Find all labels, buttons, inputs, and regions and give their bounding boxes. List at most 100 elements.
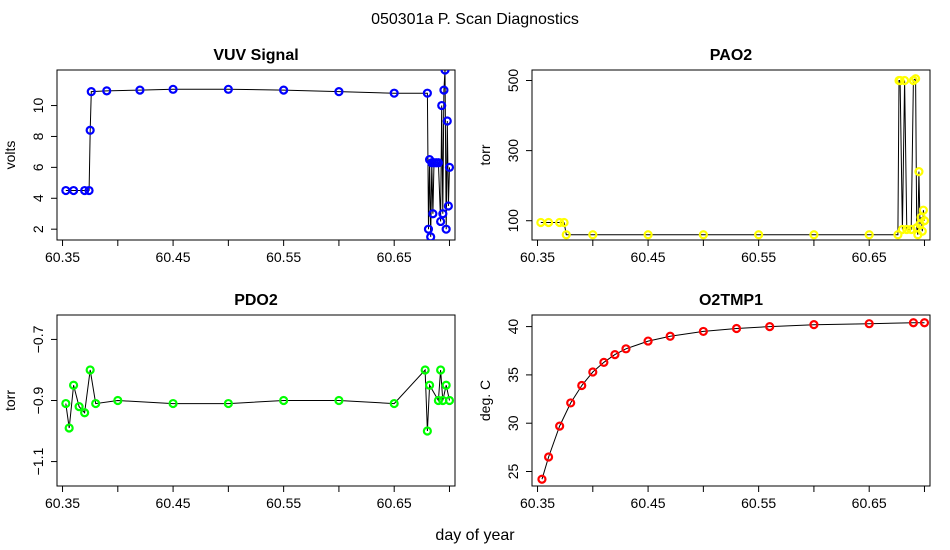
vuv-signal-data-point bbox=[102, 86, 112, 96]
pdo2-data-point bbox=[389, 398, 399, 409]
o2tmp1-data-point bbox=[919, 318, 930, 328]
pao2-series-line bbox=[540, 77, 925, 236]
pao2-data-point bbox=[555, 217, 565, 228]
o2tmp1-data-point bbox=[610, 350, 620, 360]
pdo2-xtick-label: 60.45 bbox=[156, 495, 191, 511]
vuv-signal-xtick-label: 60.65 bbox=[377, 249, 412, 265]
vuv-signal-data-point bbox=[426, 232, 436, 240]
o2tmp1-data-point bbox=[765, 321, 775, 332]
pao2-title: PAO2 bbox=[710, 47, 752, 64]
o2tmp1-xtick-label: 60.45 bbox=[631, 495, 666, 511]
pdo2-data-point bbox=[424, 380, 435, 390]
vuv-signal-data-point bbox=[223, 84, 233, 94]
vuv-signal-xtick-label: 60.45 bbox=[156, 249, 191, 265]
vuv-signal-data-point bbox=[433, 158, 444, 168]
pdo2-data-point bbox=[61, 398, 71, 409]
pdo2-data-point bbox=[441, 380, 451, 390]
vuv-signal-data-point bbox=[135, 85, 145, 95]
o2tmp1-data-point bbox=[621, 344, 631, 354]
pdo2-data-point bbox=[436, 365, 446, 375]
o2tmp1-ytick-label: 35 bbox=[505, 367, 521, 383]
panel-vuv-signal: VUV Signal volts 60.35 60.45 60.55 60.65 2 4 6 8 1… bbox=[2, 47, 456, 265]
pao2-data-point bbox=[918, 205, 928, 215]
vuv-signal-data-point bbox=[423, 224, 434, 234]
vuv-signal-data-point bbox=[85, 125, 95, 135]
pdo2-data-point bbox=[85, 365, 95, 375]
vuv-signal-data-point bbox=[389, 88, 399, 98]
pdo2-data-point bbox=[422, 426, 432, 436]
pao2-data-point bbox=[917, 226, 927, 236]
vuv-signal-data-point bbox=[334, 87, 344, 97]
vuv-signal-data-point bbox=[80, 185, 90, 196]
vuv-signal-data-point bbox=[168, 84, 178, 94]
o2tmp1-data-point bbox=[599, 357, 609, 367]
figure-xlabel: day of year bbox=[435, 527, 515, 544]
vuv-signal-ylabel: volts bbox=[2, 141, 18, 170]
pao2-data-point bbox=[895, 75, 905, 86]
pao2-series bbox=[536, 74, 930, 240]
panel-pdo2: PDO2 torr 60.35 60.45 60.55 60.65 −1.1 −0.9 −0.7 bbox=[2, 292, 456, 511]
pao2-data-point bbox=[543, 217, 554, 228]
vuv-signal-data-point bbox=[443, 201, 453, 211]
o2tmp1-ytick-label: 40 bbox=[505, 319, 521, 335]
pao2-plot-frame bbox=[531, 69, 931, 241]
vuv-signal-data-point bbox=[86, 87, 96, 97]
vuv-signal-data-point bbox=[441, 224, 451, 234]
vuv-signal-data-point bbox=[442, 116, 452, 126]
vuv-signal-xtick-label: 60.35 bbox=[45, 249, 80, 265]
pao2-ytick-label: 300 bbox=[505, 139, 521, 163]
vuv-signal-series bbox=[61, 70, 455, 240]
pao2-data-point bbox=[897, 224, 907, 235]
pdo2-data-point bbox=[420, 365, 430, 375]
pao2-xtick-label: 60.55 bbox=[741, 249, 776, 265]
pdo2-xtick-label: 60.35 bbox=[45, 495, 80, 511]
o2tmp1-title: O2TMP1 bbox=[699, 292, 763, 309]
vuv-signal-ytick-label: 8 bbox=[30, 132, 46, 140]
pdo2-data-point bbox=[168, 398, 178, 409]
vuv-signal-xtick-label: 60.55 bbox=[266, 249, 301, 265]
vuv-signal-data-point bbox=[437, 100, 447, 111]
o2tmp1-data-point bbox=[698, 326, 708, 337]
pao2-data-point bbox=[588, 230, 598, 240]
o2tmp1-data-point bbox=[577, 380, 587, 391]
pdo2-xtick-label: 60.55 bbox=[266, 495, 301, 511]
o2tmp1-data-point bbox=[908, 318, 919, 328]
pao2-data-point bbox=[643, 230, 653, 240]
pdo2-data-point bbox=[91, 398, 101, 409]
vuv-signal-data-point bbox=[428, 209, 438, 219]
pdo2-data-point bbox=[223, 398, 233, 409]
pao2-data-point bbox=[561, 230, 571, 240]
vuv-signal-ytick-label: 2 bbox=[30, 225, 46, 233]
o2tmp1-data-point bbox=[543, 452, 554, 462]
pao2-xtick-label: 60.35 bbox=[520, 249, 555, 265]
pao2-xtick-label: 60.65 bbox=[852, 249, 887, 265]
vuv-signal-ytick-label: 4 bbox=[30, 194, 46, 202]
vuv-signal-data-point bbox=[440, 70, 450, 75]
pao2-data-point bbox=[864, 230, 874, 240]
vuv-signal-ytick-label: 10 bbox=[30, 98, 46, 114]
o2tmp1-xtick-label: 60.55 bbox=[741, 495, 776, 511]
pao2-ytick-label: 100 bbox=[505, 209, 521, 233]
pao2-ytick-label: 500 bbox=[505, 69, 521, 93]
pdo2-data-point bbox=[334, 395, 344, 406]
o2tmp1-series-line bbox=[541, 322, 925, 480]
o2tmp1-data-point bbox=[537, 474, 547, 484]
pdo2-ytick-label: −0.7 bbox=[30, 325, 46, 353]
pdo2-data-point bbox=[68, 380, 79, 390]
pdo2-xtick-label: 60.65 bbox=[377, 495, 412, 511]
pdo2-data-point bbox=[80, 408, 90, 418]
vuv-signal-plot-frame bbox=[56, 69, 456, 241]
o2tmp1-xtick-label: 60.65 bbox=[852, 495, 887, 511]
o2tmp1-data-point bbox=[566, 398, 576, 408]
pao2-data-point bbox=[919, 216, 930, 226]
o2tmp1-ylabel: deg. C bbox=[477, 380, 493, 421]
vuv-signal-data-point bbox=[436, 216, 446, 227]
pdo2-data-point bbox=[64, 423, 74, 433]
vuv-signal-data-point bbox=[422, 88, 432, 98]
pao2-ylabel: torr bbox=[477, 144, 493, 165]
pdo2-data-point bbox=[279, 395, 289, 406]
panel-pao2: PAO2 torr 60.35 60.45 60.55 60.65 100 300 500 bbox=[477, 47, 931, 265]
pdo2-data-point bbox=[444, 395, 455, 406]
o2tmp1-data-point bbox=[643, 336, 653, 346]
